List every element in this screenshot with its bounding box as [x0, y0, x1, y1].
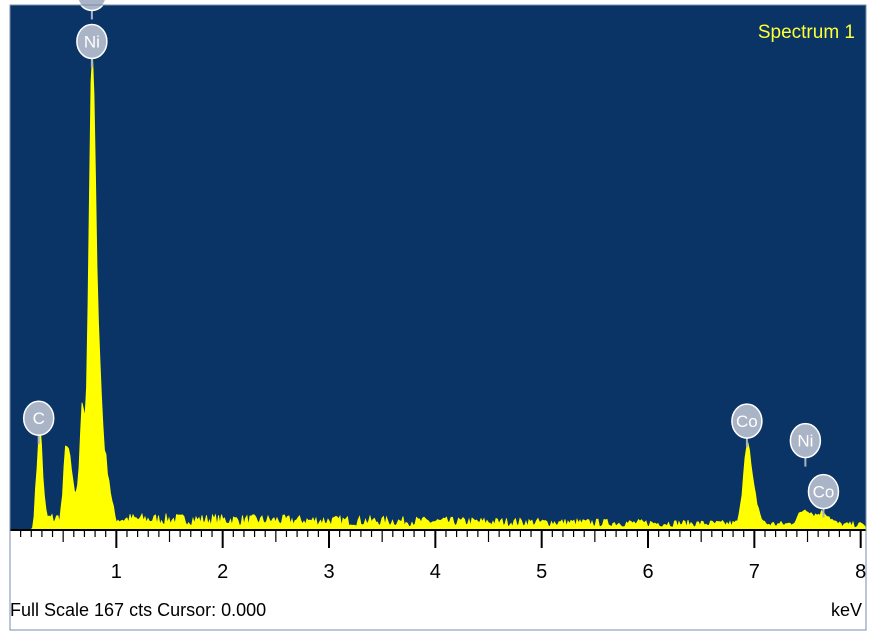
- unit-label: keV: [831, 600, 862, 620]
- element-label-text: Ni: [797, 432, 813, 451]
- status-text: Full Scale 167 cts Cursor: 0.000: [10, 600, 266, 620]
- x-tick-label: 6: [642, 561, 653, 583]
- element-label-bubble[interactable]: [789, 422, 822, 459]
- x-tick-label: 4: [430, 561, 441, 583]
- x-tick-label: 7: [749, 561, 760, 583]
- element-label-text: Ni: [84, 32, 100, 51]
- element-label-text: Co: [813, 483, 835, 502]
- x-tick-label: 3: [323, 561, 334, 583]
- spectrum-trace: [10, 54, 867, 531]
- element-label-text: Co: [81, 0, 103, 3]
- plot-area[interactable]: [10, 5, 866, 530]
- x-axis-ticks: [20, 530, 862, 548]
- x-tick-label: 1: [111, 561, 122, 583]
- element-label-bubble[interactable]: [807, 473, 840, 510]
- element-label-bubble[interactable]: [22, 400, 55, 436]
- element-label-text: Co: [736, 412, 758, 431]
- axis-strip: [10, 530, 866, 630]
- x-tick-label: 8: [855, 561, 866, 583]
- spectrum-title: Spectrum 1: [758, 22, 855, 43]
- window-border: [9, 4, 867, 631]
- x-tick-label: 5: [536, 561, 547, 583]
- element-label-bubble[interactable]: [76, 23, 108, 60]
- x-tick-label: 2: [217, 561, 228, 583]
- x-axis-tick-labels: 1 2 3 4 5 6 7 8: [111, 561, 866, 583]
- element-label-bubble[interactable]: [731, 403, 763, 439]
- element-label-text: C: [33, 409, 45, 428]
